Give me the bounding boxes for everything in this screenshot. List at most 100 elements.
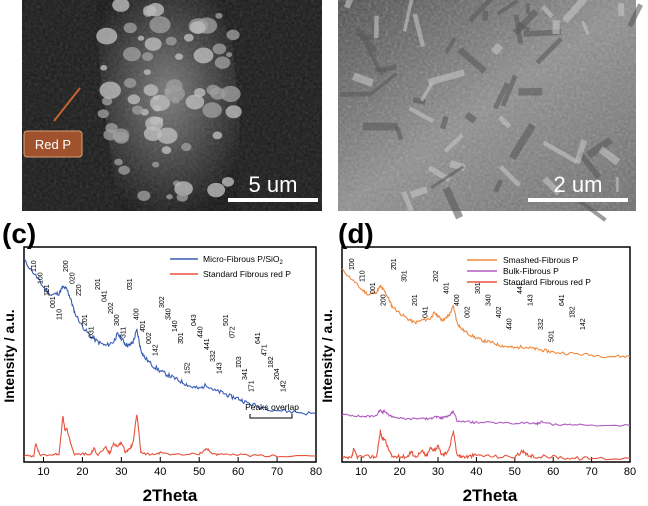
- peak-label: 142: [580, 318, 587, 330]
- peak-label: 0̄31: [127, 278, 134, 290]
- sem-flakes: [340, 0, 643, 222]
- scale-bar-b-text: 2 um: [554, 172, 603, 197]
- legend-c-subscript: 2: [280, 260, 284, 266]
- x-tick-label: 80: [624, 466, 636, 478]
- chart-c-xlabel: 2Theta: [143, 486, 198, 505]
- peak-label: 143: [528, 294, 535, 306]
- x-tick-label: 70: [271, 466, 283, 478]
- peak-label: 1̄82: [570, 306, 577, 318]
- peak-label: 4̄40: [507, 318, 514, 330]
- series-line: [23, 258, 317, 416]
- x-tick-label: 30: [432, 466, 444, 478]
- peak-label: 143: [217, 362, 224, 374]
- red-p-label-group: Red P: [23, 87, 83, 158]
- sem-image-b: [338, 0, 643, 222]
- peak-label: 182: [268, 356, 275, 368]
- x-tick-label: 50: [509, 466, 521, 478]
- peak-label: 400: [133, 308, 140, 320]
- peak-label: 1̄00: [349, 258, 356, 270]
- series-line: [23, 414, 316, 458]
- chart-d-series: [341, 268, 631, 461]
- sem-image-a: [22, 0, 322, 211]
- peak-label: 301: [475, 282, 482, 294]
- peak-label: 200: [381, 294, 388, 306]
- peak-label: 641: [255, 332, 262, 344]
- peak-label: 100: [37, 272, 44, 284]
- peak-label: 4̄71: [261, 344, 268, 356]
- red-p-label: Red P: [35, 137, 71, 152]
- x-tick-label: 80: [310, 466, 322, 478]
- series-line: [341, 429, 631, 461]
- peak-label: 4̄40: [197, 326, 204, 338]
- peak-label: 002: [146, 332, 153, 344]
- peak-label: 002: [465, 306, 472, 318]
- peak-label: 4̄01: [140, 320, 147, 332]
- peak-label: 400: [454, 294, 461, 306]
- peak-label: 0̄72: [229, 326, 236, 338]
- peak-label: 201: [95, 278, 102, 290]
- x-tick-label: 50: [193, 466, 205, 478]
- chart-c-series: [23, 258, 317, 458]
- x-tick-label: 40: [470, 466, 482, 478]
- x-tick-label: 60: [232, 466, 244, 478]
- peak-label: 311: [121, 327, 128, 338]
- peak-label: 2̄20: [76, 284, 83, 296]
- chart-c-x-axis: 10 20 30 40 50 60 70 80: [37, 457, 322, 478]
- peak-label: 501: [223, 314, 230, 326]
- peak-label: 332: [538, 318, 545, 330]
- peak-label: 641: [559, 294, 566, 306]
- x-tick-label: 70: [585, 466, 597, 478]
- series-line: [341, 268, 631, 359]
- peak-label: 1̄71: [249, 380, 256, 392]
- peak-label: 001: [370, 282, 377, 294]
- x-tick-label: 60: [547, 466, 559, 478]
- peaks-overlap-text: Peaks overlap: [245, 402, 299, 412]
- peak-label: 3̄01: [178, 332, 185, 344]
- legend-d-item-2: Bulk-Fibrous P: [503, 266, 559, 276]
- peak-label: 501: [549, 330, 556, 342]
- peak-label: 14̄2: [281, 380, 288, 392]
- peak-label: 3̄01: [402, 270, 409, 282]
- x-tick-label: 30: [115, 466, 127, 478]
- peak-label: 332: [210, 350, 217, 362]
- peak-label: 041: [423, 306, 430, 318]
- legend-c-item-1: Micro-Fibrous P/SiO: [203, 254, 280, 264]
- peak-label: 201: [412, 294, 419, 306]
- peaks-overlap-annotation: Peaks overlap: [245, 402, 299, 419]
- x-tick-label: 40: [154, 466, 166, 478]
- chart-d-ylabel: Intensity / a.u.: [319, 309, 335, 402]
- peak-label: 2̄01: [391, 258, 398, 270]
- x-tick-label: 20: [76, 466, 88, 478]
- peak-label: 402: [496, 306, 503, 318]
- peak-label: 441: [204, 338, 211, 350]
- peak-label: 1̄01: [44, 284, 51, 296]
- peak-label: 204: [274, 368, 281, 380]
- chart-d-legend: Smashed-Fibrous P Bulk-Fibrous P Standar…: [467, 255, 591, 287]
- peak-label: 140: [172, 320, 179, 332]
- panel-c-letter: (c): [2, 218, 36, 249]
- peak-label: 202: [108, 302, 115, 314]
- peak-label: 200: [63, 260, 70, 272]
- legend-d-item-3: Standard Fibrous red P: [503, 277, 591, 287]
- x-tick-label: 10: [37, 466, 49, 478]
- peak-label: 043: [191, 314, 198, 326]
- svg-text:Micro-Fibrous P/SiO2: Micro-Fibrous P/SiO2: [203, 254, 284, 266]
- peak-label: 401: [444, 282, 451, 294]
- peak-label: 341: [242, 368, 249, 380]
- chart-c-frame: [23, 246, 317, 463]
- peak-label: 031: [89, 326, 96, 338]
- peak-label: 3̄40: [165, 308, 172, 320]
- peak-label: 020: [69, 272, 76, 284]
- chart-d-x-axis: 10 20 30 40 50 60 70 80: [355, 457, 636, 478]
- peak-label: 300: [114, 314, 121, 326]
- peak-label: 441: [517, 282, 524, 294]
- x-tick-label: 20: [393, 466, 405, 478]
- peak-label: 340: [486, 294, 493, 306]
- legend-d-item-1: Smashed-Fibrous P: [503, 255, 578, 265]
